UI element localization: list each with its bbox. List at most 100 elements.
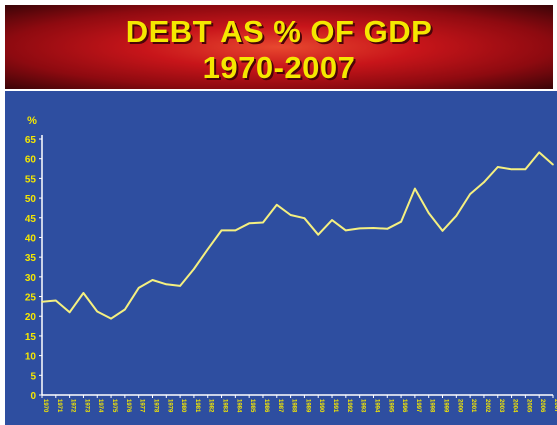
data-point	[220, 229, 223, 232]
y-tick-label: 35	[25, 253, 37, 264]
x-tick-label: 1982	[208, 399, 214, 413]
data-point	[455, 215, 458, 217]
x-tick-label: 1996	[401, 399, 407, 413]
data-point	[151, 279, 154, 281]
x-tick-label: 1985	[249, 399, 255, 413]
y-axis-unit-label: %	[27, 115, 37, 127]
data-point	[469, 193, 471, 195]
data-point	[96, 310, 99, 313]
y-tick-label: 15	[25, 332, 37, 343]
y-tick-label: 10	[25, 352, 37, 363]
data-point	[82, 292, 85, 294]
data-point	[41, 300, 43, 303]
y-tick-label: 25	[25, 293, 37, 304]
x-tick-label: 2004	[512, 399, 518, 413]
data-point	[55, 299, 57, 302]
data-point	[441, 229, 444, 232]
y-tick-label: 0	[30, 391, 36, 402]
data-point	[345, 229, 347, 232]
data-point	[110, 317, 112, 320]
x-tick-label: 1995	[387, 399, 393, 413]
x-tick-label: 1987	[277, 399, 283, 413]
x-tick-label: 1986	[263, 399, 269, 413]
data-point	[206, 248, 209, 251]
data-point	[248, 222, 250, 225]
x-tick-label: 1973	[83, 399, 89, 413]
data-points	[41, 151, 554, 320]
data-point	[124, 308, 126, 311]
y-tick-label: 45	[25, 214, 37, 225]
x-tick-label: 1972	[70, 399, 76, 413]
y-tick-label: 50	[25, 194, 37, 205]
x-tick-label: 2005	[525, 399, 531, 413]
data-point	[331, 219, 333, 221]
x-tick-label: 1989	[304, 399, 310, 413]
x-tick-label: 1999	[443, 399, 449, 413]
x-tick-label: 1992	[346, 399, 352, 413]
x-tick-label: 1998	[429, 399, 435, 413]
data-point	[510, 168, 513, 171]
x-tick-label: 1993	[360, 399, 366, 413]
x-tick-label: 1988	[291, 399, 297, 413]
x-tick-label: 1971	[56, 399, 62, 413]
data-point	[193, 268, 195, 270]
x-tick-label: 1980	[180, 399, 186, 413]
data-point	[414, 187, 416, 190]
data-point	[179, 285, 181, 287]
data-point	[552, 163, 554, 166]
y-tick-label: 20	[25, 312, 37, 323]
x-tick-label: 1979	[166, 399, 172, 413]
x-tick-label: 1990	[318, 399, 324, 413]
x-tick-label: 1983	[222, 399, 228, 413]
data-point	[68, 311, 71, 314]
x-tick-label: 2002	[484, 399, 490, 413]
x-tick-label: 2000	[456, 399, 462, 413]
data-point	[496, 166, 499, 168]
chart-title: DEBT AS % OF GDP	[125, 14, 433, 49]
data-point	[386, 227, 389, 230]
x-tick-label: 2001	[470, 399, 476, 413]
data-point	[317, 233, 320, 236]
data-point	[303, 217, 306, 219]
y-tick-label: 30	[25, 273, 37, 284]
x-tick-label: 1984	[235, 399, 241, 413]
chart-panel: % 0 5 10 15 20 25 30 35 40 45 50 55 60 65 1970 1971 197…	[5, 91, 557, 425]
x-tick-label: 1975	[111, 399, 117, 413]
data-point	[427, 212, 430, 214]
chart-subtitle: 1970-2007	[202, 50, 356, 85]
x-tick-label: 1977	[139, 399, 145, 413]
y-tick-label: 65	[25, 135, 37, 146]
x-tick-label: 1991	[332, 399, 338, 413]
data-point	[372, 227, 375, 229]
y-axis-ticks: 0 5 10 15 20 25 30 35 40 45 50 55 60 65	[25, 135, 42, 402]
x-tick-label: 1976	[125, 399, 131, 413]
data-point	[400, 220, 402, 223]
y-tick-label: 5	[30, 371, 36, 382]
data-point	[538, 151, 540, 154]
title-banner: DEBT AS % OF GDP 1970-2007	[5, 5, 553, 89]
data-point	[289, 214, 292, 216]
x-tick-label: 1970	[42, 399, 48, 413]
x-tick-label: 1974	[97, 399, 103, 413]
data-point	[262, 221, 264, 224]
data-point	[275, 203, 278, 206]
x-tick-label: 2003	[498, 399, 504, 413]
y-tick-label: 55	[25, 174, 37, 185]
x-tick-label: 1981	[194, 399, 200, 413]
debt-series-line	[41, 151, 554, 320]
data-point	[137, 287, 140, 289]
x-tick-label: 2007	[553, 399, 557, 413]
x-tick-label: 1978	[152, 399, 158, 413]
x-tick-label: 1994	[373, 399, 379, 413]
data-point	[165, 283, 168, 286]
x-tick-label: 2006	[539, 399, 545, 413]
y-tick-label: 40	[25, 233, 37, 244]
data-point	[358, 227, 361, 230]
x-tick-label: 1997	[415, 399, 421, 413]
y-tick-label: 60	[25, 155, 37, 166]
x-axis-ticks: 1970 1971 1972 1973 1974 1975 1976 1977 1978 1979…	[41, 395, 557, 413]
data-point	[234, 229, 237, 232]
data-point	[483, 181, 485, 184]
